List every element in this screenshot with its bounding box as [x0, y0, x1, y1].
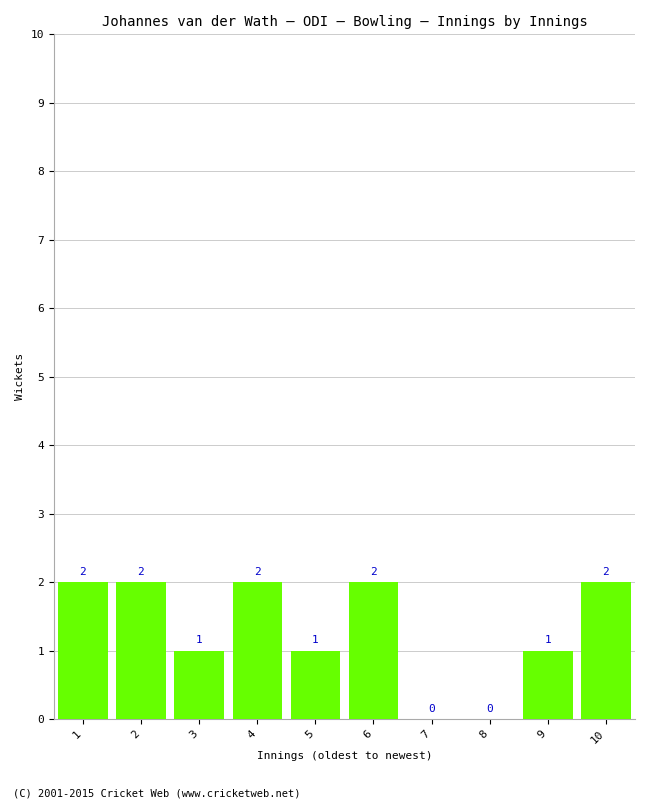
Text: 0: 0: [486, 704, 493, 714]
Text: 2: 2: [254, 566, 261, 577]
Bar: [291, 650, 340, 719]
Text: 0: 0: [428, 704, 435, 714]
Text: 1: 1: [545, 635, 551, 645]
Text: 2: 2: [370, 566, 377, 577]
Text: 1: 1: [312, 635, 318, 645]
Bar: [523, 650, 573, 719]
Bar: [116, 582, 166, 719]
Y-axis label: Wickets: Wickets: [15, 353, 25, 400]
Text: 2: 2: [138, 566, 144, 577]
X-axis label: Innings (oldest to newest): Innings (oldest to newest): [257, 751, 432, 761]
Text: 2: 2: [79, 566, 86, 577]
Bar: [174, 650, 224, 719]
Bar: [58, 582, 107, 719]
Text: 2: 2: [603, 566, 609, 577]
Bar: [581, 582, 630, 719]
Title: Johannes van der Wath – ODI – Bowling – Innings by Innings: Johannes van der Wath – ODI – Bowling – …: [101, 15, 587, 29]
Bar: [233, 582, 282, 719]
Text: 1: 1: [196, 635, 202, 645]
Bar: [349, 582, 398, 719]
Text: (C) 2001-2015 Cricket Web (www.cricketweb.net): (C) 2001-2015 Cricket Web (www.cricketwe…: [13, 788, 300, 798]
